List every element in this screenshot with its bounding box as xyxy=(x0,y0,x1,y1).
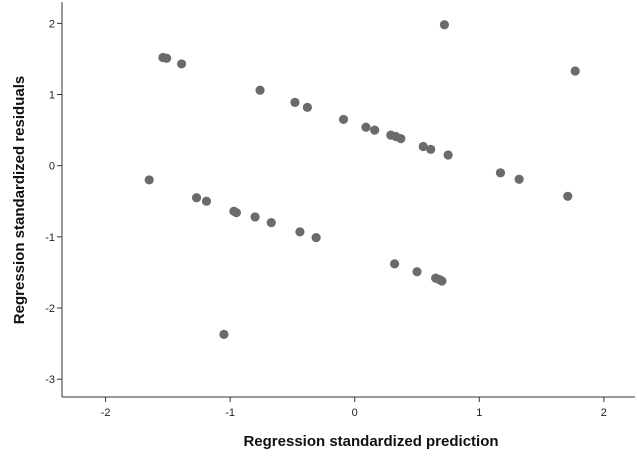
data-point xyxy=(311,232,321,243)
data-point xyxy=(418,141,428,152)
data-point xyxy=(176,59,187,69)
x-tick-label: 2 xyxy=(601,407,607,419)
y-tick-label: -1 xyxy=(45,232,55,244)
x-tick-label: -2 xyxy=(101,407,111,419)
data-point xyxy=(443,150,453,160)
y-axis-ticks: 2 1 0 -1 -2 -3 xyxy=(45,18,62,386)
data-point xyxy=(495,168,506,178)
data-point xyxy=(338,114,349,125)
data-point xyxy=(250,212,260,222)
x-tick-label: 0 xyxy=(352,407,358,419)
x-axis-title: Regression standardized prediction xyxy=(243,433,498,450)
data-point xyxy=(295,227,305,237)
data-point xyxy=(201,196,212,206)
data-point xyxy=(439,20,450,30)
x-axis-ticks: -2 -1 0 1 2 xyxy=(101,397,607,419)
data-point xyxy=(191,193,202,203)
data-point xyxy=(361,122,371,132)
y-tick-label: -2 xyxy=(45,303,55,315)
data-point xyxy=(426,144,436,154)
data-point xyxy=(370,125,380,135)
y-axis-title: Regression standardized residuals xyxy=(11,76,28,324)
data-point xyxy=(219,329,229,339)
data-point xyxy=(396,134,406,144)
data-point xyxy=(255,85,265,95)
y-tick-label: 2 xyxy=(49,18,55,30)
data-point xyxy=(144,175,154,185)
data-point xyxy=(290,97,300,107)
data-point xyxy=(514,174,524,184)
data-point xyxy=(412,267,422,277)
x-tick-label: 1 xyxy=(476,407,482,419)
data-point xyxy=(563,191,573,201)
data-point xyxy=(302,102,312,112)
y-tick-label: -3 xyxy=(45,374,55,386)
data-point xyxy=(162,53,172,63)
data-point xyxy=(437,276,447,286)
y-tick-label: 1 xyxy=(49,90,55,102)
data-point xyxy=(231,208,241,218)
data-point xyxy=(389,259,400,269)
y-tick-label: 0 xyxy=(49,161,55,173)
data-point xyxy=(266,218,276,228)
data-point xyxy=(570,66,580,76)
data-points xyxy=(144,20,580,339)
x-tick-label: -1 xyxy=(225,407,235,419)
